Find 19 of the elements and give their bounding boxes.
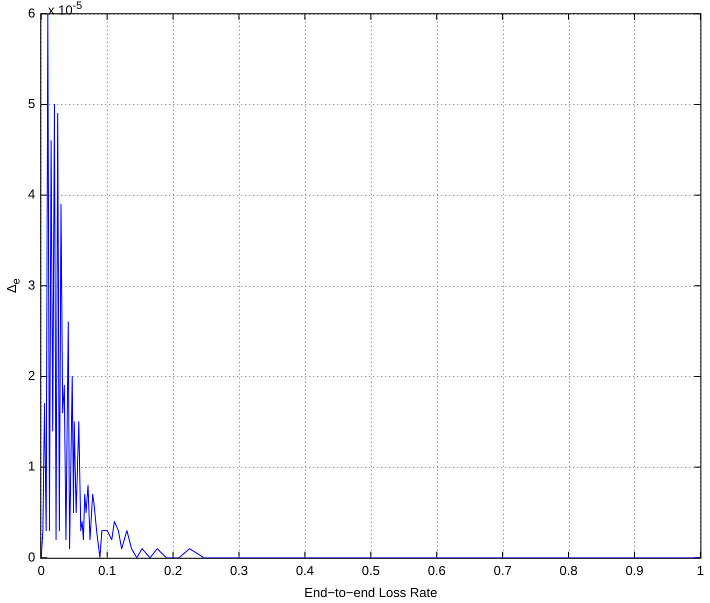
y-tick-label: 4 [28, 186, 36, 202]
x-tick-label: 0.2 [164, 563, 182, 578]
x-tick-label: 0.6 [428, 563, 446, 578]
x-tick-label: 0.3 [230, 563, 248, 578]
x-tick-label: 1 [696, 563, 704, 578]
y-tick-label: 1 [28, 458, 36, 474]
y-tick-label: 0 [28, 549, 36, 564]
x-tick-label: 0 [38, 563, 45, 578]
x-tick-label: 0.1 [98, 563, 116, 578]
x-tick-label: 0.8 [560, 563, 578, 578]
x-tick-label: 0.4 [296, 563, 314, 578]
x-axis-title: End−to−end Loss Rate [304, 584, 438, 600]
y-tick-label: 2 [28, 368, 36, 384]
x-tick-label: 0.7 [494, 563, 512, 578]
y-tick-label: 5 [28, 96, 36, 112]
x-tick-label: 0.5 [362, 563, 380, 578]
x-tick-label: 0.9 [625, 563, 644, 578]
y-tick-label: 3 [28, 277, 36, 292]
y-tick-label: 6 [28, 5, 36, 20]
